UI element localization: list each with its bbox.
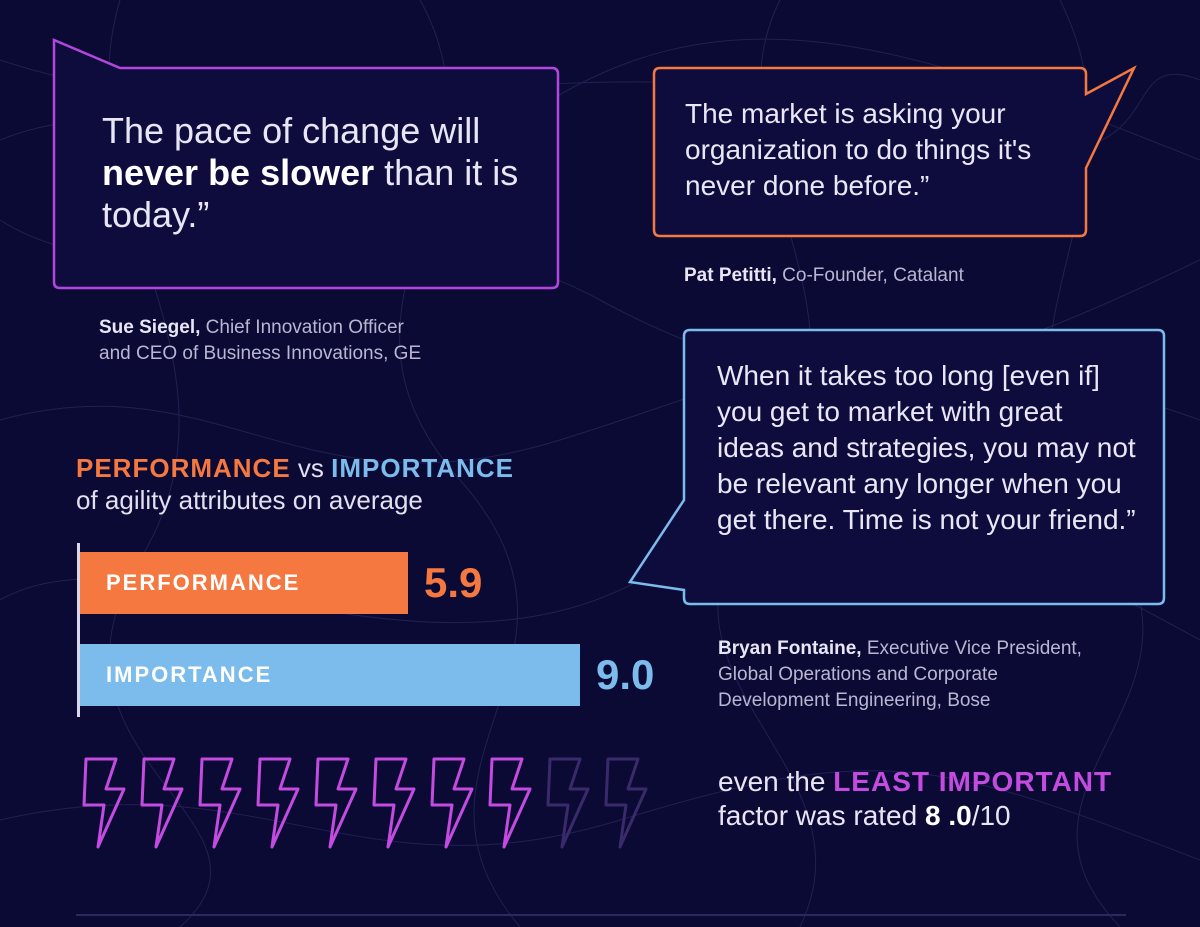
lightning-bolt-icon <box>140 757 184 849</box>
quote-text-1: The pace of change will never be slower … <box>102 110 519 235</box>
quote-text-3: When it takes too long [even if] you get… <box>717 360 1136 535</box>
chart-axis <box>77 543 80 717</box>
bar-importance: IMPORTANCE 9.0 <box>80 644 654 706</box>
bar-label: PERFORMANCE <box>106 570 301 595</box>
lightning-bolt-icon <box>198 757 242 849</box>
attribution-3: Bryan Fontaine, Executive Vice President… <box>718 638 1082 711</box>
quote-text-2: The market is asking your organization t… <box>685 98 1032 201</box>
lightning-bolt-icon <box>604 757 648 849</box>
lightning-bolt-icon <box>82 757 126 849</box>
lightning-bolt-icon <box>488 757 532 849</box>
lightning-bolt-icon <box>372 757 416 849</box>
rating-bolts <box>82 757 648 849</box>
rating-caption: even the LEAST IMPORTANT factor was rated… <box>718 766 1113 831</box>
lightning-bolt-icon <box>256 757 300 849</box>
bar-value-label: 5.9 <box>424 559 483 606</box>
bar-label: IMPORTANCE <box>106 662 273 687</box>
bar-performance: PERFORMANCE 5.9 <box>80 552 482 614</box>
lightning-bolt-icon <box>546 757 590 849</box>
bottom-divider <box>76 914 1126 916</box>
lightning-bolt-icon <box>430 757 474 849</box>
attribution-1: Sue Siegel, Chief Innovation Officer and … <box>99 317 422 364</box>
bar-value-label: 9.0 <box>596 651 655 698</box>
chart-title: PERFORMANCE vs IMPORTANCE of agility attr… <box>76 453 514 515</box>
lightning-bolt-icon <box>314 757 358 849</box>
attribution-2: Pat Petitti, Co-Founder, Catalant <box>684 265 964 286</box>
